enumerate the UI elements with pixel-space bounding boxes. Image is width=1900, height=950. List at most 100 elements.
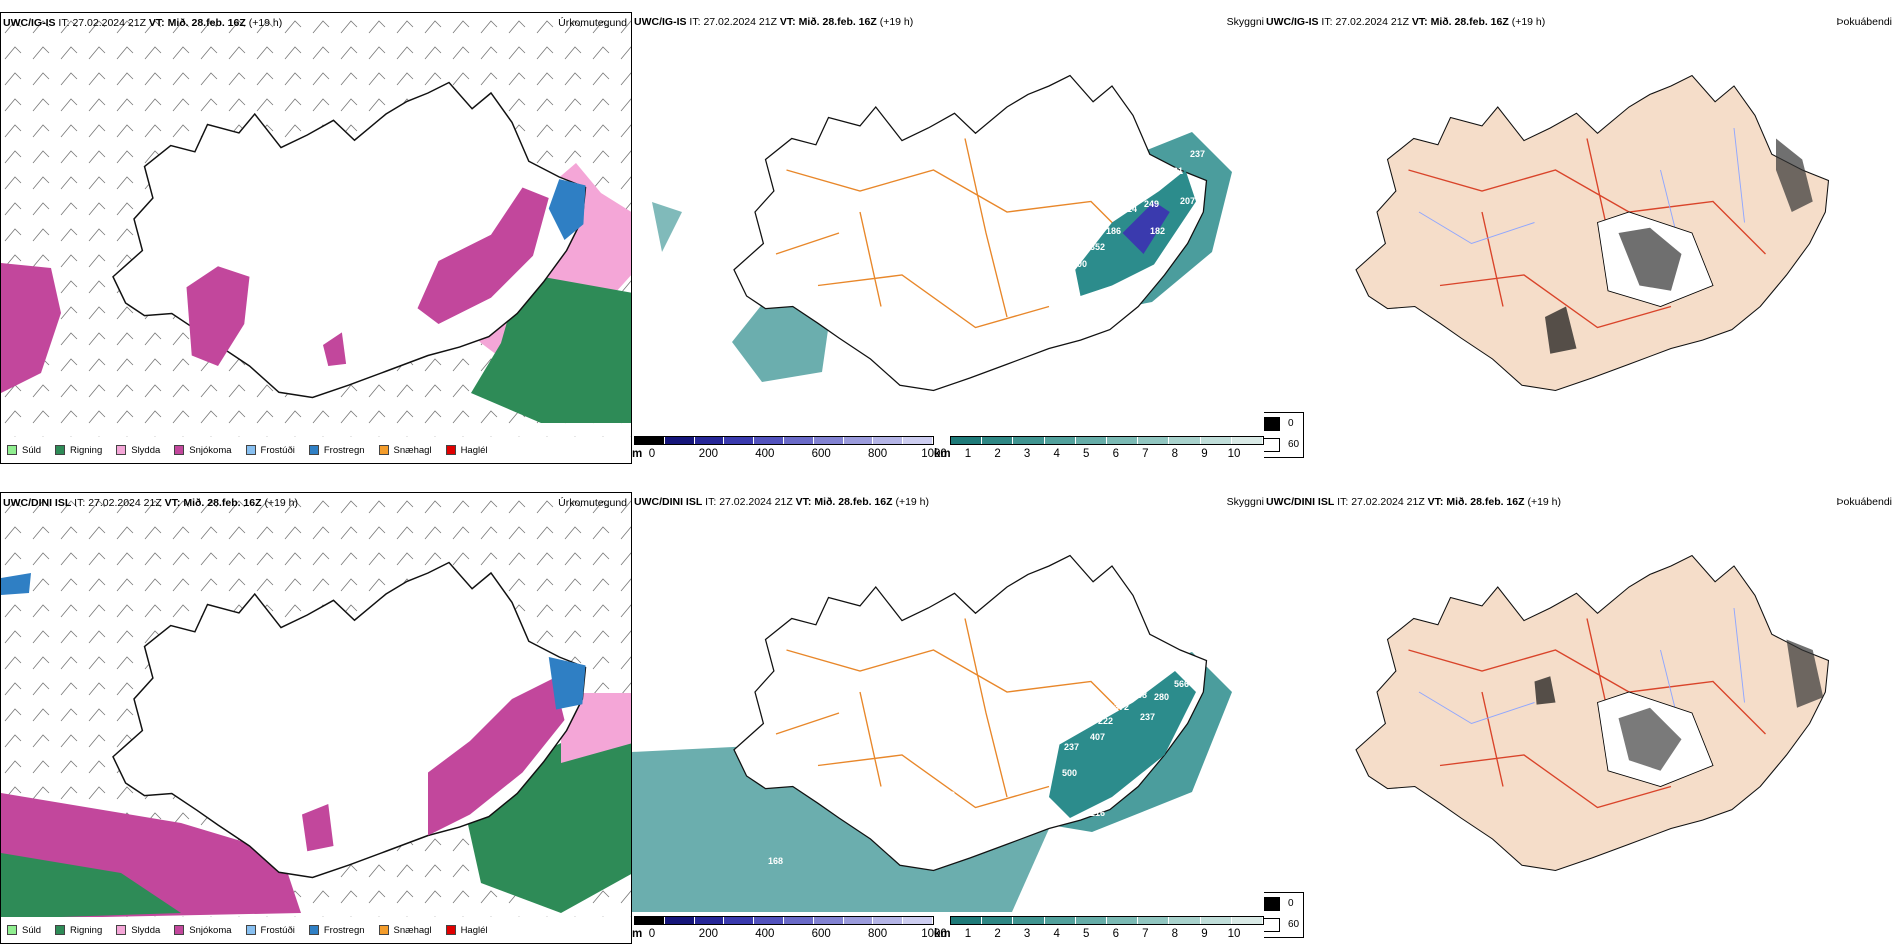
colorbar-cell (783, 917, 814, 924)
fog-legend-row: 60 (1264, 434, 1303, 455)
header-bottom-precip: UWC/DINI ISL IT: 27.02.2024 21Z VT: Mið.… (3, 497, 299, 509)
panel-title-fog-top: Þokuábendi (1836, 16, 1892, 28)
colorbar-cell (1013, 917, 1045, 924)
legend-label: Frostregn (323, 924, 365, 936)
legend-swatch (445, 445, 456, 455)
tick-label-m: 0 (648, 448, 656, 460)
colorbar-cell (951, 917, 983, 924)
cloud-label: 315 (937, 388, 952, 398)
colorbar-cell (664, 437, 695, 444)
legend-label: Slydda (131, 444, 161, 456)
cloud-label: 340 (938, 820, 953, 830)
colorbar-cell (664, 917, 695, 924)
cloud-label: 186 (1106, 226, 1121, 236)
fog-legend-row: 60 (1264, 914, 1303, 935)
cloud-label: 222 (1098, 716, 1113, 726)
colorbar-cell (1075, 437, 1108, 444)
legend-item: Slydda (116, 925, 160, 936)
cloud-labels-top: 371 214 249 182 186 352 200 315 207 461 … (784, 149, 1205, 406)
colorbar-cell (1075, 917, 1108, 924)
fog-legend-swatch (1264, 437, 1280, 452)
precip-type-panel-bottom: UWC/DINI ISL IT: 27.02.2024 21Z VT: Mið.… (0, 492, 632, 944)
legend-swatch (55, 925, 66, 935)
tick-label-km: 5 (1083, 928, 1090, 940)
cloud-label: 352 (1090, 242, 1105, 252)
fog-map-bottom (1355, 554, 1830, 872)
panel-title-fog-bottom: Þokuábendi (1836, 496, 1892, 508)
unit-m: m (632, 448, 643, 460)
cloud-label: 372 (1114, 702, 1129, 712)
legend-label: Súld (22, 924, 42, 936)
colorbar-cell (754, 437, 784, 444)
fog-panel-bottom: UWC/DINI ISL IT: 27.02.2024 21Z VT: Mið.… (1264, 492, 1900, 944)
legend-item: Frostregn (308, 924, 365, 936)
tick-label-km: 1 (964, 928, 972, 940)
header-top-precip: UWC/IG-IS IT: 27.02.2024 21Z VT: Mið. 28… (3, 17, 283, 29)
legend-item: Snjókoma (174, 445, 232, 456)
tick-label-km: 4 (1053, 448, 1060, 460)
legend-item: Slydda (116, 445, 160, 456)
cloud-base-panel-top: 371 214 249 182 186 352 200 315 207 461 … (632, 12, 1264, 464)
tick-label-km: 7 (1142, 448, 1149, 460)
fog-legend-swatch (1264, 896, 1280, 911)
fog-legend-bottom: 0 60 (1264, 892, 1304, 938)
tick-label-km: 4 (1053, 928, 1060, 940)
fog-legend-swatch (1264, 416, 1280, 431)
tick-label-km: 8 (1171, 928, 1179, 940)
colorbar-cell (1107, 917, 1139, 924)
legend-swatch (245, 445, 256, 455)
tick-label-m: 1000 (921, 928, 947, 940)
tick-label-km: 2 (994, 928, 1001, 940)
legend-label: Rigning (70, 444, 103, 456)
cloud-label: 258 (1132, 690, 1147, 700)
colorbar-cell (1107, 437, 1139, 444)
colorbar-km (950, 916, 1264, 925)
colorbar-km (950, 436, 1264, 445)
cloud-label: 168 (768, 856, 783, 866)
legend-swatch (7, 925, 17, 935)
cloud-label: 237 (1140, 712, 1155, 722)
legend-swatch (174, 925, 185, 935)
tick-label-km: 10 (1227, 448, 1241, 460)
cloud-label: 280 (1154, 692, 1169, 702)
unit-m: m (632, 928, 643, 940)
colorbar-cell (1138, 437, 1170, 444)
legend-swatch (445, 925, 456, 935)
precip-legend-bottom: Súld Rigning Slydda Snjókoma Frostúði Frostre… (1, 917, 631, 943)
cloud-label: 182 (1150, 226, 1165, 236)
colorbar-m (634, 436, 934, 445)
colorbar-cell (1200, 437, 1232, 444)
unit-km: km (934, 448, 951, 460)
panel-title-cloud-top: Skyggni (1226, 16, 1264, 28)
legend-label: Slydda (131, 924, 161, 936)
legend-swatch (245, 925, 256, 935)
unit-km: km (934, 928, 951, 940)
legend-label: Snjókoma (189, 924, 232, 936)
legend-label: Snæhagl (393, 444, 432, 456)
legend-swatch (378, 925, 389, 935)
cloud-label: 500 (1062, 768, 1077, 778)
tick-label-km: 6 (1112, 448, 1119, 460)
cloud-label: 237 (1190, 149, 1205, 159)
tick-label-m: 600 (811, 928, 831, 940)
legend-item: Haglél (445, 445, 488, 456)
fog-legend-row: 0 (1264, 413, 1303, 434)
cloud-label: 388 (1184, 659, 1199, 669)
colorbar-cell (724, 437, 755, 444)
colorbar-cell (1169, 917, 1201, 924)
colorbar-cell (1044, 917, 1076, 924)
colorbar-cell (982, 917, 1014, 924)
legend-swatch (7, 445, 17, 455)
panel-title-precip-top: Úrkomutegund (558, 17, 627, 29)
tick-label-km: 9 (1201, 448, 1208, 460)
colorbar-cell (1013, 437, 1045, 444)
colorbar-cell (694, 917, 725, 924)
colorbar-cell (783, 437, 814, 444)
legend-item: Rigning (55, 925, 102, 936)
tick-label-km: 5 (1083, 448, 1090, 460)
cloud-label: 371 (1147, 179, 1162, 189)
legend-item: Frostúði (245, 445, 295, 456)
precip-map-bottom (1, 493, 631, 919)
legend-item: Súld (7, 445, 41, 456)
legend-swatch (116, 925, 127, 935)
